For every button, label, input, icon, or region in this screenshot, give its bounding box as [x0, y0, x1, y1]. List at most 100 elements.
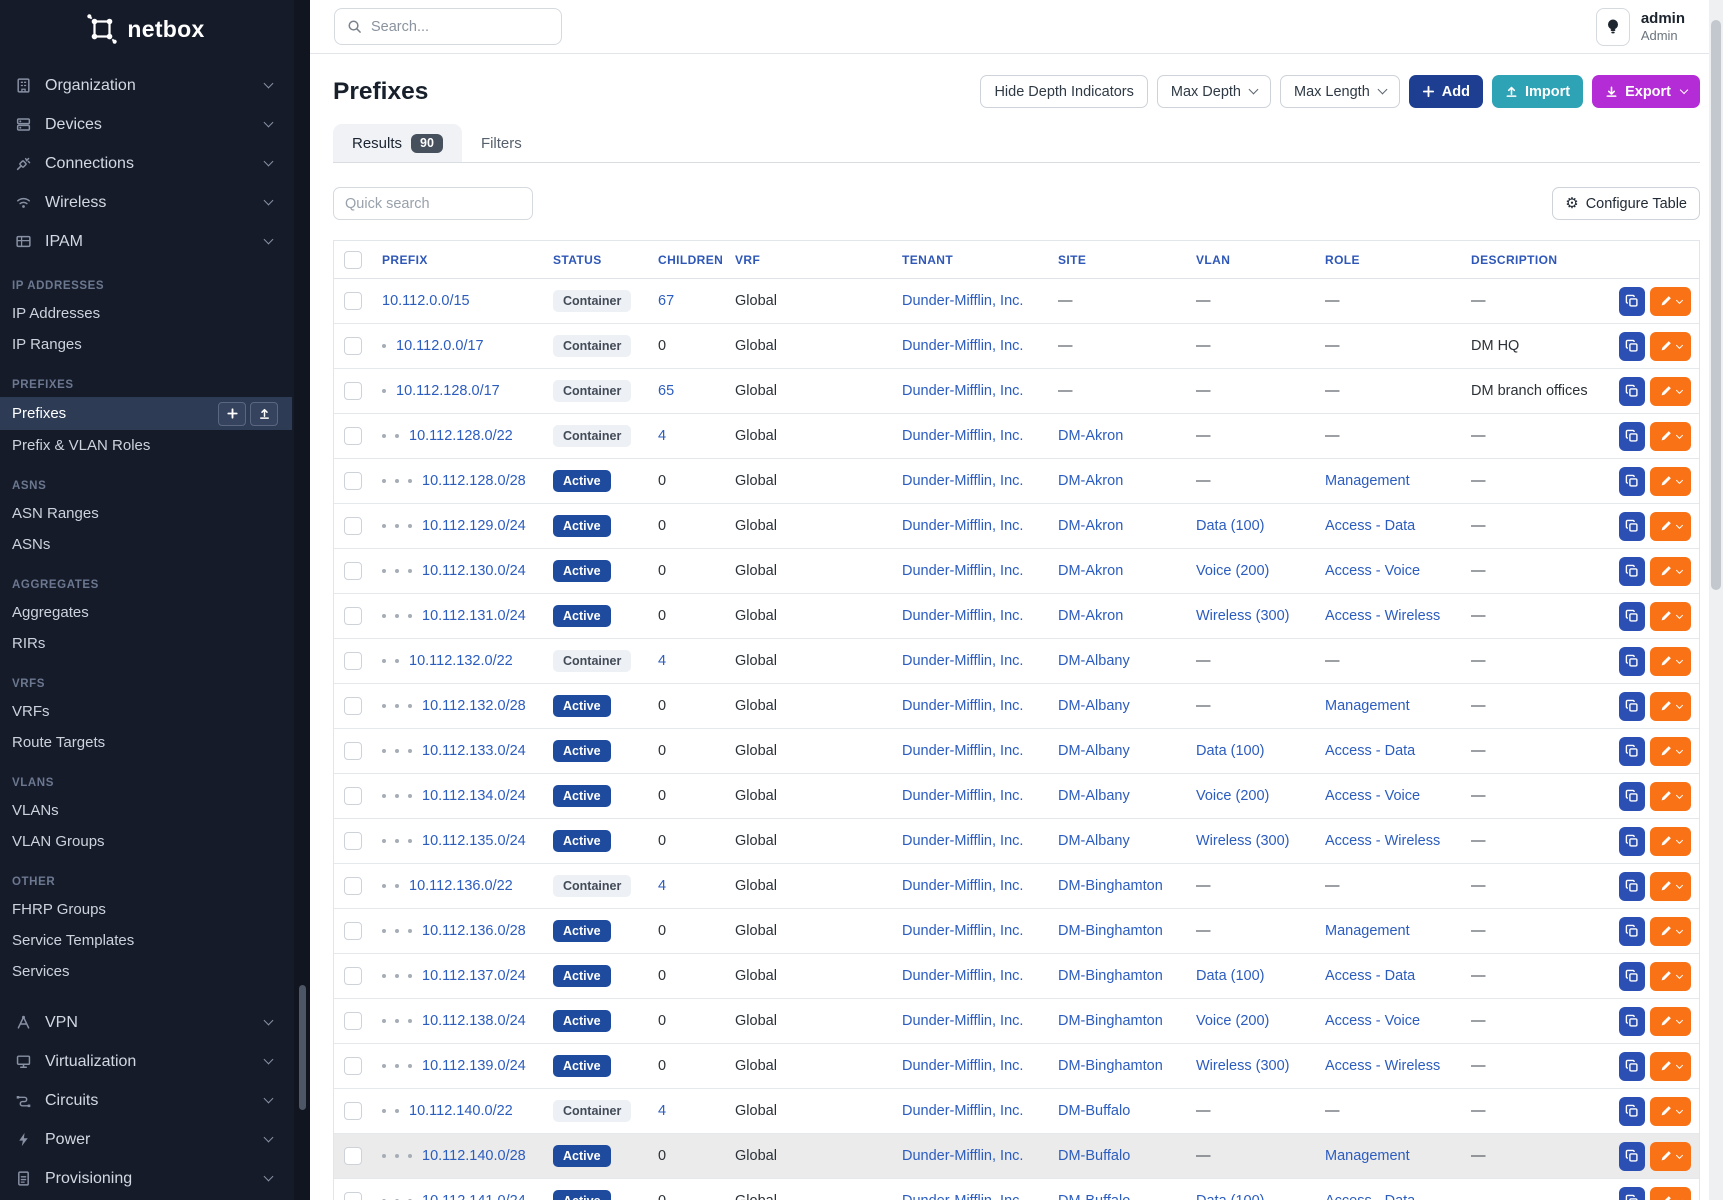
prefix-link[interactable]: 10.112.136.0/22 [409, 878, 513, 894]
role-link[interactable]: Management [1325, 698, 1410, 714]
tenant-link[interactable]: Dunder-Mifflin, Inc. [902, 923, 1024, 939]
row-checkbox[interactable] [344, 337, 362, 355]
children-count[interactable]: 4 [658, 428, 667, 444]
sidebar-item-aggregates[interactable]: Aggregates [0, 597, 292, 628]
sidebar-item-ip-ranges[interactable]: IP Ranges [0, 329, 292, 360]
prefix-link[interactable]: 10.112.132.0/28 [422, 698, 526, 714]
edit-dropdown-button[interactable] [1650, 511, 1691, 541]
vlan-link[interactable]: Data (100) [1196, 518, 1265, 534]
role-link[interactable]: Management [1325, 923, 1410, 939]
column-header-role[interactable]: ROLE [1325, 252, 1360, 267]
sidebar-scrollbar-thumb[interactable] [299, 985, 306, 1110]
site-link[interactable]: DM-Binghamton [1058, 923, 1163, 939]
edit-dropdown-button[interactable] [1650, 556, 1691, 586]
prefix-link[interactable]: 10.112.130.0/24 [422, 563, 526, 579]
row-checkbox[interactable] [344, 922, 362, 940]
prefix-link[interactable]: 10.112.128.0/17 [396, 383, 500, 399]
vlan-link[interactable]: Wireless (300) [1196, 833, 1290, 849]
prefix-link[interactable]: 10.112.131.0/24 [422, 608, 526, 624]
edit-dropdown-button[interactable] [1650, 331, 1691, 361]
clone-button[interactable] [1619, 376, 1646, 406]
add-button[interactable]: Add [1408, 75, 1483, 108]
sidebar-item-organization[interactable]: Organization [0, 66, 292, 105]
clone-button[interactable] [1619, 646, 1646, 676]
prefix-link[interactable]: 10.112.128.0/22 [409, 428, 513, 444]
column-header-site[interactable]: SITE [1058, 252, 1087, 267]
edit-dropdown-button[interactable] [1650, 916, 1691, 946]
edit-dropdown-button[interactable] [1650, 736, 1691, 766]
edit-dropdown-button[interactable] [1650, 376, 1691, 406]
sidebar-item-services[interactable]: Services [0, 956, 292, 987]
tenant-link[interactable]: Dunder-Mifflin, Inc. [902, 743, 1024, 759]
prefix-link[interactable]: 10.112.129.0/24 [422, 518, 526, 534]
children-count[interactable]: 4 [658, 1103, 667, 1119]
clone-button[interactable] [1619, 1096, 1646, 1126]
sidebar-item-connections[interactable]: Connections [0, 144, 292, 183]
tenant-link[interactable]: Dunder-Mifflin, Inc. [902, 788, 1024, 804]
tab-results[interactable]: Results 90 [333, 124, 462, 162]
clone-button[interactable] [1619, 781, 1646, 811]
row-checkbox[interactable] [344, 1012, 362, 1030]
site-link[interactable]: DM-Akron [1058, 608, 1124, 624]
row-checkbox[interactable] [344, 517, 362, 535]
add-prefix-button[interactable] [218, 401, 246, 426]
edit-dropdown-button[interactable] [1650, 466, 1691, 496]
tenant-link[interactable]: Dunder-Mifflin, Inc. [902, 1103, 1024, 1119]
tenant-link[interactable]: Dunder-Mifflin, Inc. [902, 1058, 1024, 1074]
tenant-link[interactable]: Dunder-Mifflin, Inc. [902, 1193, 1023, 1200]
vlan-link[interactable]: Wireless (300) [1196, 608, 1290, 624]
max-depth-dropdown[interactable]: Max Depth [1156, 75, 1271, 108]
column-header-status[interactable]: STATUS [553, 252, 602, 267]
role-link[interactable]: Access - Voice [1325, 1013, 1421, 1029]
role-link[interactable]: Management [1325, 1148, 1410, 1164]
site-link[interactable]: DM-Albany [1058, 833, 1130, 849]
max-length-dropdown[interactable]: Max Length [1280, 75, 1400, 108]
hide-depth-indicators-button[interactable]: Hide Depth Indicators [980, 75, 1148, 108]
vlan-link[interactable]: Voice (200) [1196, 1013, 1270, 1029]
tenant-link[interactable]: Dunder-Mifflin, Inc. [902, 338, 1024, 354]
site-link[interactable]: DM-Akron [1058, 563, 1124, 579]
prefix-link[interactable]: 10.112.140.0/28 [422, 1148, 526, 1164]
sidebar-item-vpn[interactable]: VPN [0, 1003, 292, 1042]
tenant-link[interactable]: Dunder-Mifflin, Inc. [902, 653, 1024, 669]
role-link[interactable]: Access - Wireless [1325, 1058, 1441, 1074]
role-link[interactable]: Access - Voice [1325, 788, 1421, 804]
site-link[interactable]: DM-Binghamton [1058, 878, 1163, 894]
row-checkbox[interactable] [344, 877, 362, 895]
tab-filters[interactable]: Filters [480, 134, 522, 152]
sidebar-item-vrfs[interactable]: VRFs [0, 696, 292, 727]
edit-dropdown-button[interactable] [1650, 646, 1691, 676]
row-checkbox[interactable] [344, 652, 362, 670]
edit-dropdown-button[interactable] [1650, 826, 1691, 856]
edit-dropdown-button[interactable] [1650, 601, 1691, 631]
configure-table-button[interactable]: ⚙ Configure Table [1552, 187, 1700, 220]
site-link[interactable]: DM-Albany [1058, 788, 1130, 804]
sidebar-item-asn-ranges[interactable]: ASN Ranges [0, 498, 292, 529]
search-input[interactable]: Search... [334, 8, 562, 45]
sidebar-item-asns[interactable]: ASNs [0, 529, 292, 560]
tenant-link[interactable]: Dunder-Mifflin, Inc. [902, 383, 1024, 399]
prefix-link[interactable]: 10.112.135.0/24 [422, 833, 526, 849]
role-link[interactable]: Access - Wireless [1325, 833, 1441, 849]
row-checkbox[interactable] [344, 787, 362, 805]
sidebar-item-provisioning[interactable]: Provisioning [0, 1159, 292, 1198]
netbox-logo[interactable]: netbox [0, 0, 292, 56]
tenant-link[interactable]: Dunder-Mifflin, Inc. [902, 833, 1024, 849]
tenant-link[interactable]: Dunder-Mifflin, Inc. [902, 293, 1024, 309]
edit-dropdown-button[interactable] [1650, 961, 1691, 991]
clone-button[interactable] [1619, 331, 1646, 361]
prefix-link[interactable]: 10.112.133.0/24 [422, 743, 526, 759]
row-checkbox[interactable] [344, 382, 362, 400]
export-dropdown[interactable]: Export [1592, 75, 1700, 108]
row-checkbox[interactable] [344, 292, 362, 310]
row-checkbox[interactable] [344, 742, 362, 760]
clone-button[interactable] [1619, 466, 1646, 496]
clone-button[interactable] [1619, 691, 1646, 721]
edit-dropdown-button[interactable] [1650, 691, 1691, 721]
tenant-link[interactable]: Dunder-Mifflin, Inc. [902, 473, 1024, 489]
children-count[interactable]: 65 [658, 383, 675, 399]
prefix-link[interactable]: 10.112.141.0/24 [422, 1193, 526, 1200]
site-link[interactable]: DM-Akron [1058, 518, 1124, 534]
children-count[interactable]: 4 [658, 653, 667, 669]
edit-dropdown-button[interactable] [1650, 1141, 1691, 1171]
